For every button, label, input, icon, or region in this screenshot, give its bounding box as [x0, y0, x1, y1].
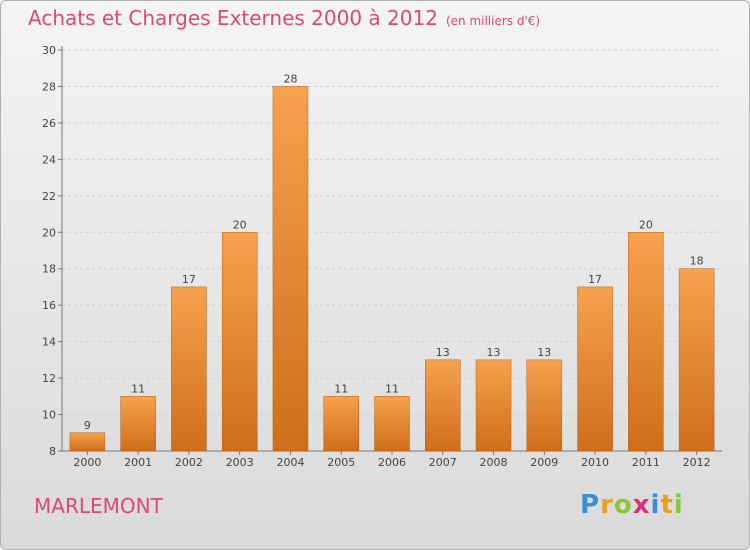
- value-label-2010: 17: [588, 273, 602, 286]
- bar-2012: [678, 268, 715, 452]
- value-label-2009: 13: [537, 346, 551, 359]
- x-tick-label-2007: 2007: [429, 456, 457, 469]
- bar-2002: [171, 286, 207, 452]
- y-tick-label: 28: [42, 80, 56, 93]
- y-tick-label: 22: [42, 190, 56, 203]
- y-tick-label: 20: [42, 226, 56, 239]
- bar-2011: [628, 232, 664, 452]
- value-label-2000: 9: [84, 419, 91, 432]
- bar-2001: [120, 396, 156, 452]
- chart-title-text: Achats et Charges Externes 2000 à 2012: [28, 6, 438, 30]
- value-label-2001: 11: [131, 382, 145, 395]
- x-tick-label-2005: 2005: [327, 456, 355, 469]
- proxiti-logo: Proxiti: [580, 490, 684, 520]
- bar-2007: [425, 359, 461, 452]
- bar-2005: [323, 396, 359, 452]
- logo-letter: o: [613, 490, 633, 520]
- value-label-2006: 11: [385, 382, 399, 395]
- x-tick-label-2004: 2004: [276, 456, 304, 469]
- x-tick-label-2001: 2001: [124, 456, 152, 469]
- value-label-2003: 20: [233, 218, 247, 231]
- value-label-2005: 11: [334, 382, 348, 395]
- y-tick-label: 8: [49, 445, 56, 458]
- logo-letter: i: [673, 490, 684, 520]
- value-label-2011: 20: [639, 218, 653, 231]
- x-tick-label-2000: 2000: [73, 456, 101, 469]
- bar-2009: [526, 359, 563, 452]
- x-tick-label-2010: 2010: [581, 456, 609, 469]
- bar-2003: [221, 232, 258, 452]
- x-tick-label-2002: 2002: [175, 456, 203, 469]
- x-tick-label-2009: 2009: [530, 456, 558, 469]
- commune-name: MARLEMONT: [34, 494, 163, 518]
- logo-letter: x: [632, 490, 651, 520]
- x-tick-label-2012: 2012: [683, 456, 711, 469]
- chart-title: Achats et Charges Externes 2000 à 2012 (e…: [28, 6, 540, 30]
- value-label-2007: 13: [436, 346, 450, 359]
- y-tick-label: 30: [42, 44, 56, 57]
- y-tick-label: 16: [42, 299, 56, 312]
- logo-letter: t: [660, 490, 674, 520]
- y-tick-label: 24: [42, 153, 56, 166]
- value-label-2004: 28: [283, 72, 297, 85]
- bar-2000: [69, 432, 106, 452]
- y-tick-label: 10: [42, 409, 56, 422]
- y-tick-label: 26: [42, 117, 56, 130]
- logo-letter: r: [600, 490, 614, 520]
- bar-2006: [374, 396, 410, 452]
- value-label-2012: 18: [690, 255, 704, 268]
- y-tick-label: 18: [42, 263, 56, 276]
- bar-2010: [577, 286, 613, 452]
- logo-letter: P: [580, 490, 601, 520]
- value-label-2002: 17: [182, 273, 196, 286]
- x-tick-label-2003: 2003: [226, 456, 254, 469]
- y-tick-label: 12: [42, 372, 56, 385]
- x-tick-label-2011: 2011: [632, 456, 660, 469]
- value-label-2008: 13: [487, 346, 501, 359]
- bar-2004: [272, 86, 309, 452]
- x-tick-label-2006: 2006: [378, 456, 406, 469]
- y-tick-label: 14: [42, 336, 56, 349]
- x-tick-label-2008: 2008: [480, 456, 508, 469]
- bar-2008: [475, 359, 512, 452]
- logo-letter: i: [650, 490, 661, 520]
- chart-subtitle: (en milliers d'€): [445, 14, 541, 28]
